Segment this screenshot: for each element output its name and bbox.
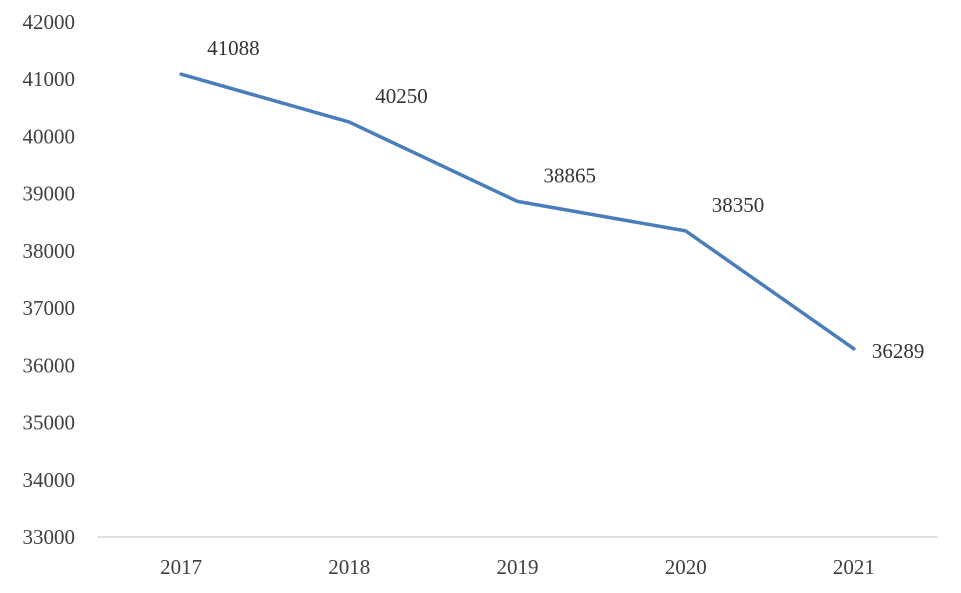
x-axis-ticks: 2017 2018 2019 2020 2021: [160, 555, 875, 579]
x-tick-label: 2018: [328, 555, 370, 579]
y-tick-label: 41000: [23, 67, 76, 91]
y-tick-label: 36000: [23, 353, 76, 377]
series-line: [179, 72, 856, 351]
data-label: 40250: [375, 84, 428, 108]
y-tick-label: 38000: [23, 239, 76, 263]
x-tick-label: 2017: [160, 555, 202, 579]
x-tick-label: 2019: [497, 555, 539, 579]
data-label: 36289: [872, 339, 925, 363]
x-tick-label: 2021: [833, 555, 875, 579]
data-label: 38350: [712, 193, 765, 217]
y-tick-label: 40000: [23, 124, 76, 148]
y-axis-ticks: 33000 34000 35000 36000 37000 38000 39000 40000…: [23, 10, 76, 549]
data-label: 41088: [207, 36, 260, 60]
y-tick-label: 34000: [23, 468, 76, 492]
y-tick-label: 42000: [23, 10, 76, 34]
y-tick-label: 35000: [23, 411, 76, 435]
y-tick-label: 37000: [23, 296, 76, 320]
y-tick-label: 39000: [23, 182, 76, 206]
y-tick-label: 33000: [23, 525, 76, 549]
x-tick-label: 2020: [665, 555, 707, 579]
data-label: 38865: [544, 163, 597, 187]
data-labels: 41088 40250 38865 38350 36289: [207, 36, 924, 363]
